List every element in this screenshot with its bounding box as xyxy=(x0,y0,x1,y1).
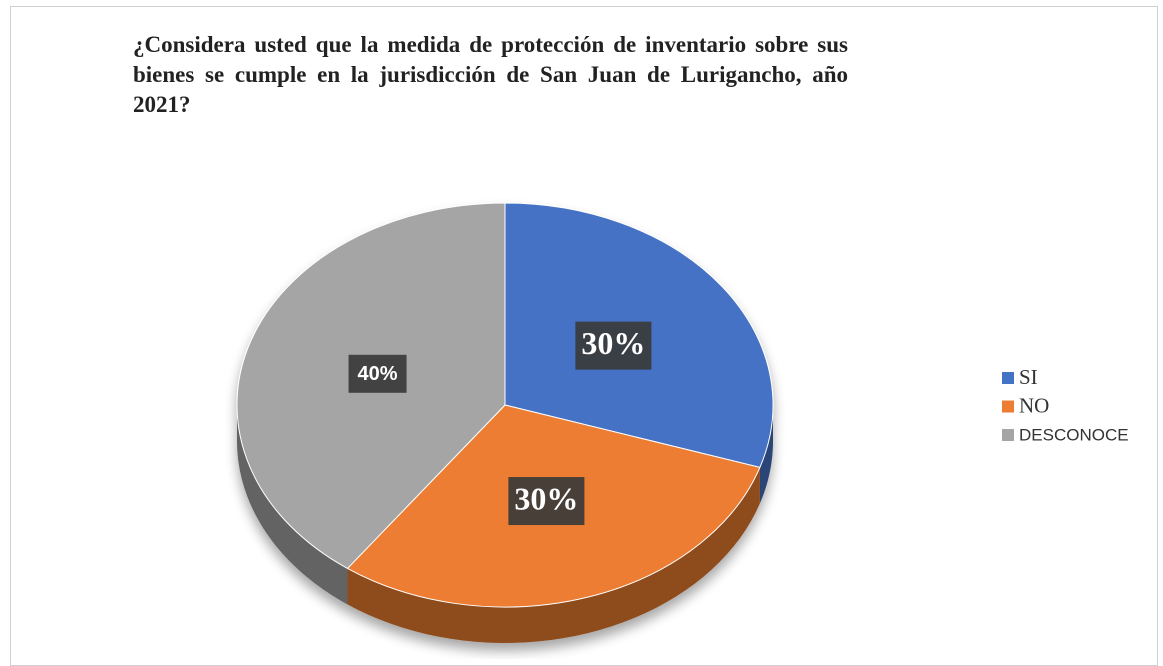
data-label: 30% xyxy=(581,325,645,361)
slice-side xyxy=(759,405,773,504)
labels: 30% 30% 40% xyxy=(348,321,652,526)
legend-swatch xyxy=(1002,372,1014,384)
data-label-box xyxy=(508,477,585,526)
data-label: 30% xyxy=(514,480,578,516)
legend-label: NO xyxy=(1019,393,1049,417)
legend-label: DESCONOCE xyxy=(1019,425,1129,444)
slice-side xyxy=(237,405,348,605)
slice-side xyxy=(347,467,760,643)
chart-title: ¿Considera usted que la medida de protec… xyxy=(133,32,848,117)
data-label-box xyxy=(575,321,652,370)
pie xyxy=(236,202,774,643)
legend-swatch xyxy=(1002,400,1014,413)
legend: SI NO DESCONOCE xyxy=(1002,365,1129,444)
legend-label: SI xyxy=(1019,365,1038,389)
data-label: 40% xyxy=(358,363,398,385)
data-label-box xyxy=(348,354,407,393)
legend-swatch xyxy=(1002,429,1014,441)
